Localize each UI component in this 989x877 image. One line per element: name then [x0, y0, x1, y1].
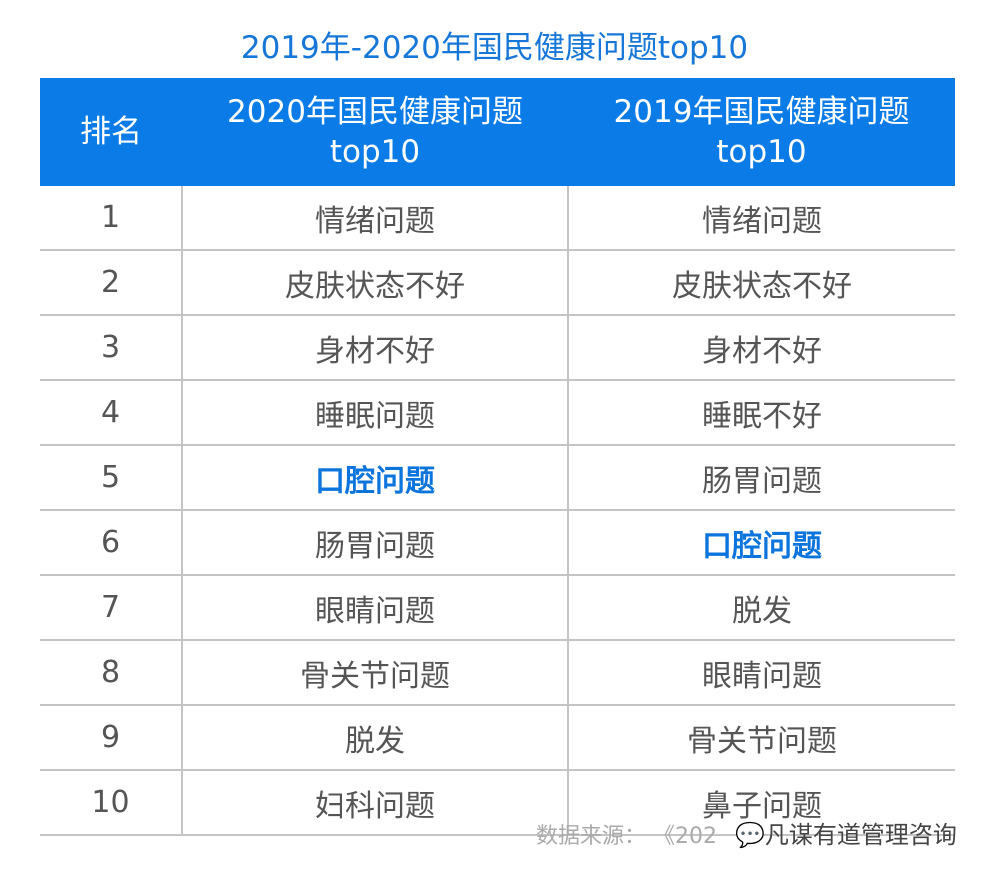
cell-rank: 1 [40, 186, 182, 251]
watermark: 💬凡谋有道管理咨询 [735, 815, 957, 850]
table-row: 5 口腔问题 肠胃问题 [40, 445, 955, 511]
cell-y2020: 睡眠问题 [181, 380, 568, 446]
table-row: 9 脱发 骨关节问题 [40, 705, 955, 771]
cell-rank: 3 [40, 315, 182, 381]
cell-y2020: 口腔问题 [181, 445, 568, 511]
table-row: 4 睡眠问题 睡眠不好 [40, 380, 955, 446]
header-2019-line2: top10 [716, 134, 807, 170]
cell-y2019: 脱发 [567, 575, 955, 641]
cell-rank: 2 [40, 250, 182, 316]
cell-y2019: 肠胃问题 [567, 445, 955, 511]
table-row: 1 情绪问题 情绪问题 [40, 186, 955, 251]
cell-rank: 10 [40, 770, 182, 836]
wechat-icon: 💬 [735, 821, 765, 849]
table-row: 7 眼睛问题 脱发 [40, 575, 955, 641]
header-2019-line1: 2019年国民健康问题 [613, 94, 910, 130]
cell-rank: 4 [40, 380, 182, 446]
cell-rank: 9 [40, 705, 182, 771]
cell-y2020: 眼睛问题 [181, 575, 568, 641]
table-row: 3 身材不好 身材不好 [40, 315, 955, 381]
watermark-text: 凡谋有道管理咨询 [764, 821, 957, 849]
cell-y2020: 妇科问题 [181, 770, 568, 836]
cell-rank: 8 [40, 640, 182, 706]
header-2020: 2020年国民健康问题 top10 [182, 78, 568, 186]
header-2020-line1: 2020年国民健康问题 [227, 94, 523, 130]
cell-rank: 5 [40, 445, 182, 511]
page-title: 2019年-2020年国民健康问题top10 [240, 30, 749, 66]
table-row: 6 肠胃问题 口腔问题 [40, 510, 955, 576]
cell-y2020: 情绪问题 [181, 186, 568, 251]
cell-y2019: 睡眠不好 [567, 380, 955, 446]
table-row: 10 妇科问题 鼻子问题 [40, 770, 955, 836]
table-row: 8 骨关节问题 眼睛问题 [40, 640, 955, 706]
cell-y2020: 皮肤状态不好 [181, 250, 568, 316]
cell-y2019: 眼睛问题 [567, 640, 955, 706]
cell-y2020: 身材不好 [181, 315, 568, 381]
data-source: 数据来源： 《202 [536, 824, 717, 849]
cell-y2019: 口腔问题 [567, 510, 955, 576]
cell-rank: 7 [40, 575, 182, 641]
cell-y2020: 肠胃问题 [181, 510, 568, 576]
cell-y2019: 情绪问题 [567, 186, 955, 251]
cell-y2020: 脱发 [181, 705, 568, 771]
cell-y2019: 鼻子问题 [567, 770, 955, 836]
table-row: 2 皮肤状态不好 皮肤状态不好 [40, 250, 955, 316]
cell-y2020: 骨关节问题 [181, 640, 568, 706]
cell-y2019: 身材不好 [567, 315, 955, 381]
cell-rank: 6 [40, 510, 182, 576]
table-header-row: 排名 2020年国民健康问题 top10 2019年国民健康问题 top10 [40, 78, 955, 186]
header-2020-line2: top10 [329, 134, 421, 170]
header-2019: 2019年国民健康问题 top10 [568, 78, 955, 186]
health-issues-table: 排名 2020年国民健康问题 top10 2019年国民健康问题 top10 1 情绪… [40, 78, 955, 836]
cell-y2019: 骨关节问题 [567, 705, 955, 771]
header-rank: 排名 [40, 78, 182, 186]
cell-y2019: 皮肤状态不好 [567, 250, 955, 316]
